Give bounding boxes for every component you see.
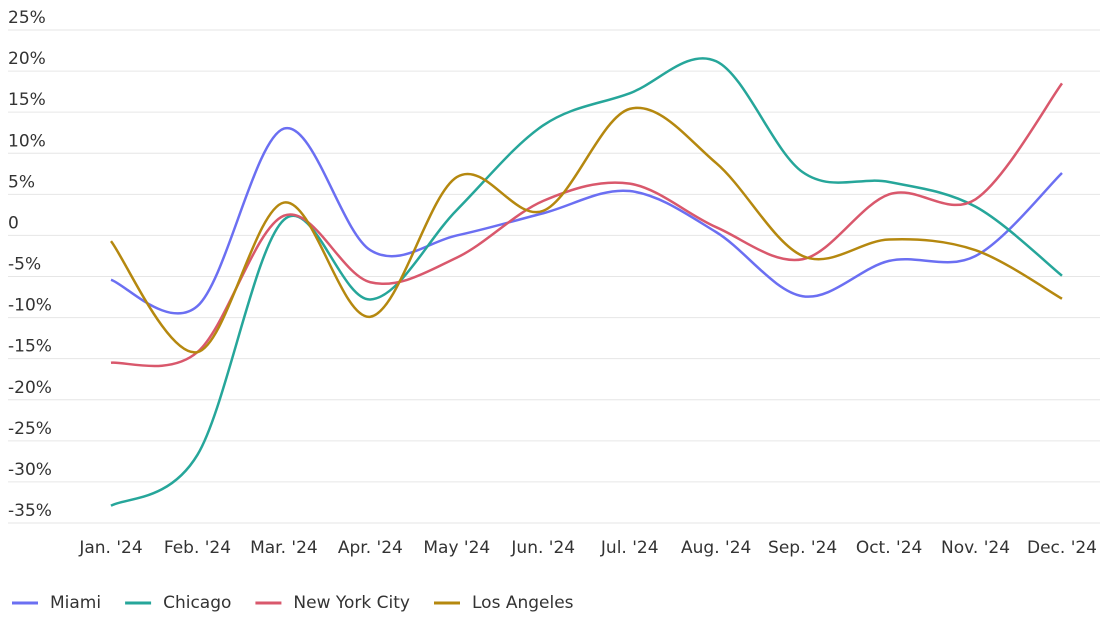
series-line [110,106,1063,354]
series-line [110,57,1063,507]
x-tick-label: Feb. '24 [164,538,231,558]
y-tick-label: 20% [8,49,46,69]
y-tick-label: -25% [8,419,52,439]
y-tick-label: 5% [8,172,35,192]
x-tick-label: Mar. '24 [250,538,318,558]
y-tick-label: -20% [8,378,52,398]
y-tick-label: 0 [8,213,19,233]
x-tick-label: Jan. '24 [78,538,142,558]
x-tick-label: Dec. '24 [1027,538,1097,558]
y-tick-label: 25% [8,8,46,28]
series-line [110,127,1063,315]
x-tick-label: Aug. '24 [681,538,751,558]
legend-label: Chicago [163,593,231,613]
x-tick-label: Jul. '24 [600,538,659,558]
y-tick-label: 10% [8,131,46,151]
legend-label: Los Angeles [472,593,574,613]
series-line [110,82,1064,368]
x-tick-label: Apr. '24 [338,538,403,558]
x-tick-label: May '24 [423,538,490,558]
y-tick-label: 15% [8,90,46,110]
x-tick-label: Nov. '24 [941,538,1010,558]
legend-label: New York City [293,593,410,613]
x-tick-label: Jun. '24 [510,538,575,558]
x-tick-label: Oct. '24 [856,538,923,558]
y-tick-label: -35% [8,501,52,521]
legend-label: Miami [50,593,101,613]
y-tick-label: -15% [8,337,52,357]
y-tick-label: -30% [8,460,52,480]
x-tick-label: Sep. '24 [768,538,837,558]
y-tick-label: -10% [8,296,52,316]
y-tick-label: -5% [8,255,41,275]
